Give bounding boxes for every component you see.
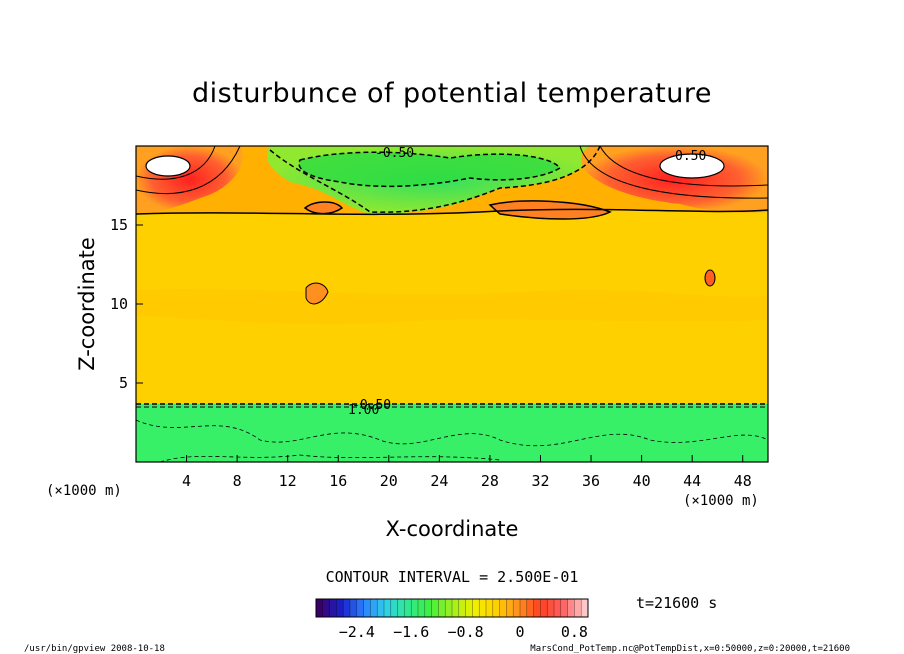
contour-label-2: 0.50	[675, 149, 706, 164]
positive-anomaly-left-peak	[145, 155, 191, 177]
colorbar-tick-label: −0.8	[448, 623, 484, 641]
colorbar-cell	[472, 599, 480, 617]
colorbar-cell	[363, 599, 371, 617]
colorbar-cell	[560, 599, 569, 617]
x-tick-label: 8	[233, 472, 242, 490]
small-positive-blob-2	[305, 202, 342, 214]
colorbar-tick-label: −1.6	[393, 623, 429, 641]
x-tick-label: 28	[481, 472, 499, 490]
colorbar	[315, 599, 589, 617]
x-tick-label: 40	[633, 472, 651, 490]
colorbar-cell	[322, 599, 331, 617]
x-tick-label: 24	[430, 472, 448, 490]
colorbar-cell	[581, 599, 589, 617]
contour-label-1: -0.50	[375, 146, 414, 161]
colorbar-cell	[540, 599, 548, 617]
x-axis-ticks: 4 8 12 16 20 24 28 32 36 40 44 48	[182, 455, 752, 490]
contour-label-4: 1.00	[348, 403, 379, 418]
colorbar-cell	[574, 599, 582, 617]
colorbar-cell	[384, 599, 392, 617]
x-tick-label: 12	[279, 472, 297, 490]
colorbar-cell	[479, 599, 487, 617]
y-tick-label: 15	[110, 216, 128, 234]
negative-contours	[136, 146, 768, 408]
colorbar-cell	[390, 599, 399, 617]
positive-anomaly-right-peak	[659, 153, 725, 179]
colorbar-ticks: −2.4 −1.6 −0.8 0 0.8	[339, 623, 588, 641]
y-axis-unit: (×1000 m)	[46, 483, 122, 499]
footer-right: MarsCond_PotTemp.nc@PotTempDist,x=0:5000…	[530, 644, 850, 654]
middle-band	[136, 288, 768, 325]
x-tick-label: 36	[582, 472, 600, 490]
colorbar-cell	[370, 599, 378, 617]
colorbar-tick-label: 0.8	[561, 623, 588, 641]
colorbar-cell	[397, 599, 405, 617]
negative-anomaly-core	[299, 152, 560, 187]
colorbar-cell	[350, 599, 358, 617]
colorbar-cell	[424, 599, 433, 617]
colorbar-cell	[567, 599, 575, 617]
colorbar-cell	[465, 599, 473, 617]
contour-lines	[136, 146, 768, 220]
footer-left: /usr/bin/gpview 2008-10-18	[24, 644, 165, 654]
colorbar-cell	[492, 599, 501, 617]
plot-area	[136, 146, 768, 462]
colorbar-cell	[343, 599, 351, 617]
x-tick-label: 4	[182, 472, 191, 490]
colorbar-cell	[377, 599, 385, 617]
colorbar-cell	[526, 599, 535, 617]
lower-layer-fill	[136, 404, 768, 462]
colorbar-cell	[356, 599, 365, 617]
colorbar-cell	[486, 599, 494, 617]
colorbar-cell	[438, 599, 446, 617]
colorbar-cell	[404, 599, 412, 617]
chart-title: disturbunce of potential temperature	[192, 78, 712, 109]
y-tick-label: 10	[110, 295, 128, 313]
colorbar-cell	[452, 599, 460, 617]
colorbar-cell	[458, 599, 467, 617]
x-tick-label: 20	[380, 472, 398, 490]
colorbar-frame	[315, 598, 589, 618]
colorbar-cell	[520, 599, 528, 617]
colorbar-cell	[411, 599, 419, 617]
colorbar-cell	[547, 599, 555, 617]
colorbar-cell	[554, 599, 562, 617]
colorbar-cell	[513, 599, 521, 617]
colorbar-tick-label: 0	[515, 623, 524, 641]
mid-blob-right	[704, 269, 716, 287]
lower-thin-contours	[136, 419, 768, 462]
x-tick-label: 16	[329, 472, 347, 490]
colorbar-cell	[329, 599, 337, 617]
x-axis-title: X-coordinate	[386, 517, 519, 541]
y-axis-title: Z-coordinate	[75, 237, 99, 371]
colorbar-cell	[316, 599, 324, 617]
time-label: t=21600 s	[636, 594, 717, 612]
y-axis-ticks: 5 10 15	[110, 216, 143, 392]
x-tick-label: 48	[734, 472, 752, 490]
x-tick-label: 44	[683, 472, 701, 490]
contour-label-3: -0.50	[352, 398, 391, 413]
colorbar-cell	[533, 599, 541, 617]
colorbar-tick-label: −2.4	[339, 623, 375, 641]
x-tick-label: 32	[531, 472, 549, 490]
y-tick-label: 5	[119, 374, 128, 392]
colorbar-cell	[431, 599, 439, 617]
contour-interval: CONTOUR INTERVAL = 2.500E-01	[326, 568, 579, 586]
x-axis-unit: (×1000 m)	[683, 493, 759, 509]
colorbar-cell	[445, 599, 453, 617]
colorbar-cell	[506, 599, 514, 617]
colorbar-cell	[499, 599, 507, 617]
mid-blob	[305, 282, 329, 305]
colorbar-cell	[336, 599, 344, 617]
colorbar-cell	[418, 599, 426, 617]
